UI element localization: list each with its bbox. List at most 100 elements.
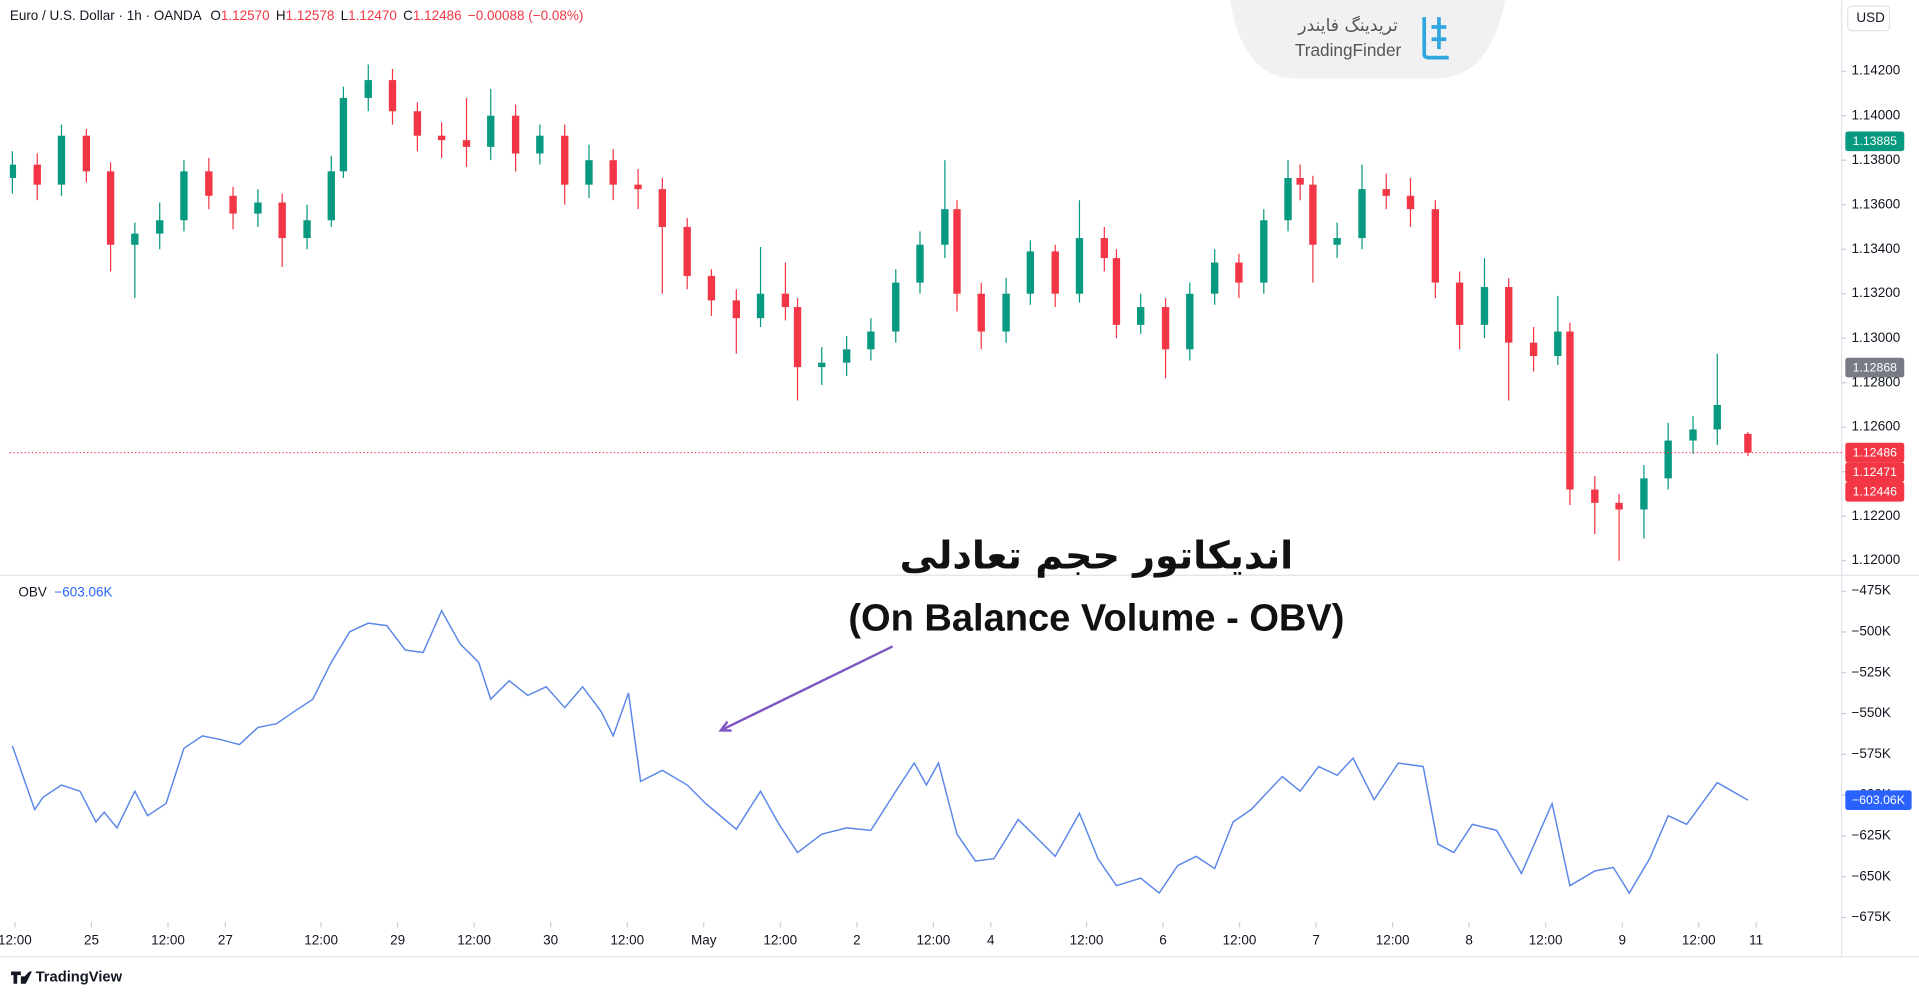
annotation-arrow	[722, 645, 894, 729]
x-tick-label: 12:00	[610, 932, 644, 947]
y-tick-label: 1.14000	[1851, 107, 1900, 122]
candle-body	[867, 331, 875, 350]
candle-body	[205, 171, 213, 196]
candle-body	[1480, 287, 1489, 325]
x-tick-label: 12:00	[304, 932, 338, 947]
y-tick-label: 1.12800	[1851, 374, 1900, 389]
candle-body	[1186, 293, 1194, 350]
watermark-en: TradingFinder	[1295, 40, 1402, 60]
candle-body	[180, 171, 188, 221]
y-tick-label: 1.14200	[1851, 63, 1900, 78]
candle-body	[1284, 177, 1292, 221]
x-tick-label: 12:00	[1529, 932, 1563, 947]
ohlc-name: L	[341, 8, 349, 23]
footer-logo	[11, 971, 32, 984]
watermark-fa: تریدینگ فایندر	[1297, 15, 1398, 36]
candle-body	[1235, 262, 1243, 283]
candle-body	[953, 209, 961, 294]
candle-body	[1664, 440, 1672, 479]
candle-body	[609, 160, 617, 185]
y-tick-label: −550K	[1851, 705, 1890, 720]
candle-body	[892, 282, 900, 332]
x-tick-label: 11	[1749, 932, 1763, 947]
price-badge	[1845, 462, 1905, 483]
indicator-legend: OBV −603.06K	[18, 584, 112, 599]
candle-body	[561, 135, 569, 185]
overlay-title-en: (On Balance Volume - OBV)	[848, 598, 1344, 640]
candles	[9, 64, 1752, 561]
price-badge	[1845, 131, 1905, 152]
symbol-title: Euro / U.S. Dollar · 1h · OANDA	[10, 8, 202, 23]
ohlc-value: 1.12570	[221, 8, 270, 23]
candle-body	[756, 293, 765, 319]
x-tick-label: 9	[1618, 932, 1626, 947]
candle-body	[254, 202, 262, 214]
candle-body	[462, 140, 471, 147]
candle-body	[487, 115, 495, 147]
candle-body	[1112, 258, 1121, 325]
ohlc-name: C	[403, 8, 413, 23]
candle-body	[683, 226, 691, 276]
watermark-icon	[1422, 17, 1449, 60]
x-tick-label: 12:00	[763, 932, 797, 947]
candle-body	[1382, 189, 1390, 196]
candle-body	[781, 293, 790, 308]
x-tick-label: 12:00	[1682, 932, 1716, 947]
candle-body	[1591, 489, 1599, 503]
candle-body	[1529, 342, 1538, 356]
currency-box[interactable]	[1847, 5, 1891, 32]
ohlc-value: 1.12486	[413, 8, 462, 23]
price-badge-label: 1.12868	[1853, 360, 1898, 374]
price-badge-label: 1.13885	[1853, 134, 1898, 148]
candle-body	[1566, 331, 1574, 490]
candle-body	[916, 244, 924, 283]
x-tick-label: 12:00	[917, 932, 951, 947]
indicator-name: OBV	[18, 584, 46, 599]
y-tick-label: −650K	[1851, 868, 1890, 883]
x-tick-label: 25	[84, 932, 99, 947]
indicator-badge	[1845, 790, 1912, 810]
candle-body	[229, 195, 237, 214]
x-tick-label: 12:00	[1376, 932, 1410, 947]
x-tick-label: 2	[853, 932, 861, 947]
x-tick-label: May	[691, 932, 717, 947]
candle-body	[1406, 195, 1415, 210]
candle-body	[1333, 238, 1341, 245]
price-badge	[1845, 482, 1905, 502]
candle-body	[9, 164, 17, 178]
candle-body	[1431, 209, 1440, 283]
y-tick-label: 1.12600	[1851, 419, 1900, 434]
x-tick-label: 8	[1465, 932, 1473, 947]
x-tick-label: 12:00	[0, 932, 32, 947]
candle-body	[1296, 177, 1304, 185]
x-tick-label: 12:00	[1070, 932, 1104, 947]
x-tick-label: 27	[218, 932, 233, 947]
ohlc-name: O	[210, 8, 221, 23]
y-tick-label: −625K	[1851, 827, 1890, 842]
candle-body	[1689, 429, 1697, 441]
candle-body	[106, 171, 115, 245]
y-tick-label: −500K	[1851, 624, 1890, 639]
indicator-badge-label: −603.06K	[1852, 793, 1906, 807]
x-tick-label: 12:00	[151, 932, 185, 947]
price-badge-label: 1.12471	[1853, 465, 1898, 479]
obv-line	[11, 609, 1749, 895]
y-tick-label: 1.13800	[1851, 152, 1900, 167]
change: −0.00088 (−0.08%)	[468, 8, 584, 23]
candle-body	[1051, 251, 1059, 294]
candle-body	[1554, 331, 1562, 356]
footer-brand: TradingView	[36, 969, 123, 985]
candle-body	[364, 80, 372, 98]
currency[interactable]: USD	[1856, 10, 1885, 25]
candle-body	[1161, 307, 1170, 350]
ohlc-name: H	[276, 8, 286, 23]
candle-body	[634, 184, 642, 190]
candle-body	[536, 135, 544, 154]
price-badge	[1845, 357, 1905, 378]
candle-body	[818, 362, 826, 368]
candle-body	[131, 233, 139, 245]
candle-body	[1615, 502, 1623, 510]
candle-body	[1002, 293, 1010, 332]
candle-body	[1744, 433, 1752, 453]
